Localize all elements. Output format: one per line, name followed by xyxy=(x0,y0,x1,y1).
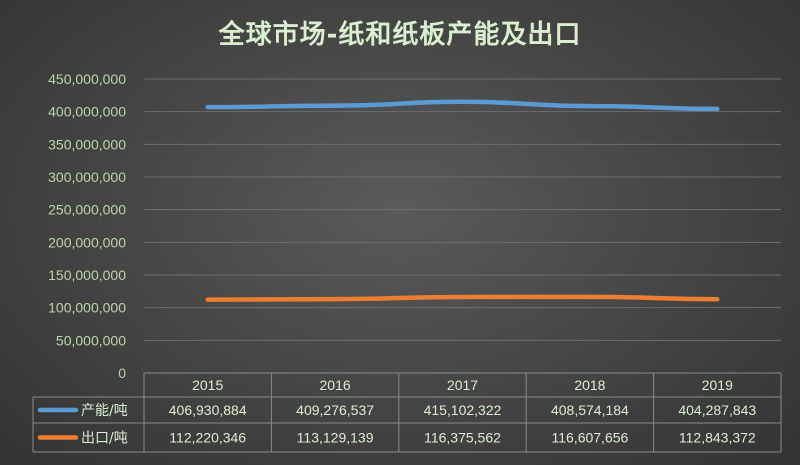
category-label: 2016 xyxy=(320,377,351,393)
category-label: 2018 xyxy=(574,377,605,393)
data-label: 112,220,346 xyxy=(169,430,246,446)
series-lines xyxy=(205,99,720,302)
category-label: 2017 xyxy=(447,377,478,393)
data-label: 406,930,884 xyxy=(169,402,247,418)
y-tick-label: 150,000,000 xyxy=(48,267,126,283)
category-label: 2015 xyxy=(192,377,223,393)
data-label: 409,276,537 xyxy=(296,402,374,418)
data-label: 112,843,372 xyxy=(679,430,756,446)
y-tick-label: 100,000,000 xyxy=(48,300,126,316)
y-axis-labels: 450,000,000 400,000,000 350,000,000 300,000… xyxy=(48,71,126,381)
series-line-1 xyxy=(205,99,720,112)
y-tick-label: 400,000,000 xyxy=(48,104,126,120)
y-tick-label: 300,000,000 xyxy=(48,169,126,185)
series-line-2 xyxy=(205,294,720,302)
data-label: 116,607,656 xyxy=(551,430,628,446)
data-label: 415,102,322 xyxy=(424,402,502,418)
data-label: 113,129,139 xyxy=(297,430,374,446)
y-tick-label: 450,000,000 xyxy=(48,71,126,87)
y-tick-label: 50,000,000 xyxy=(56,332,126,348)
gridlines xyxy=(144,78,781,374)
category-label: 2019 xyxy=(702,377,733,393)
series-name: 产能/吨 xyxy=(81,403,128,419)
data-label: 408,574,184 xyxy=(551,402,629,418)
data-label: 116,375,562 xyxy=(424,430,501,446)
y-tick-label: 200,000,000 xyxy=(48,234,126,250)
y-tick-label: 0 xyxy=(118,365,126,381)
data-table: 2015 2016 2017 2018 2019 产能/吨 406,930,884 409,2… xyxy=(32,372,782,453)
y-tick-label: 350,000,000 xyxy=(48,136,126,152)
y-tick-label: 250,000,000 xyxy=(48,202,126,218)
series-name: 出口/吨 xyxy=(81,431,128,447)
data-label: 404,287,843 xyxy=(678,402,756,418)
chart-title: 全球市场-纸和纸板产能及出口 xyxy=(218,20,582,50)
